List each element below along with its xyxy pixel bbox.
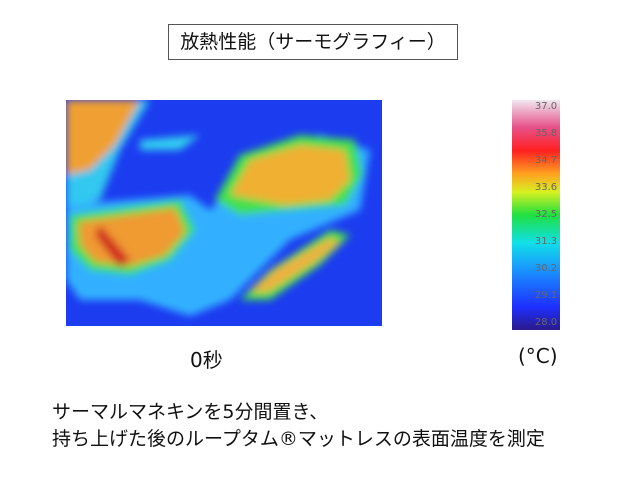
scale-tick-label: 35.8 [535,128,557,139]
description-line: 持ち上げた後のループタム®マットレスの表面温度を測定 [52,428,545,450]
scale-tick-label: 28.0 [535,317,557,328]
scale-tick-label: 32.5 [535,209,557,220]
scale-tick-label: 37.0 [535,101,557,112]
scale-tick-label: 33.6 [535,182,557,193]
thermal-image [66,100,382,326]
scale-tick-label: 30.2 [535,263,557,274]
scale-unit: (°C) [518,344,558,368]
scale-tick-label: 29.1 [535,290,557,301]
color-scale [512,100,560,330]
title: 放熱性能（サーモグラフィー） [168,24,458,60]
description-line: サーマルマネキンを5分間置き、 [52,401,329,423]
image-caption: 0秒 [190,348,223,372]
scale-tick-label: 31.3 [535,236,557,247]
scale-tick-label: 34.7 [535,155,557,166]
